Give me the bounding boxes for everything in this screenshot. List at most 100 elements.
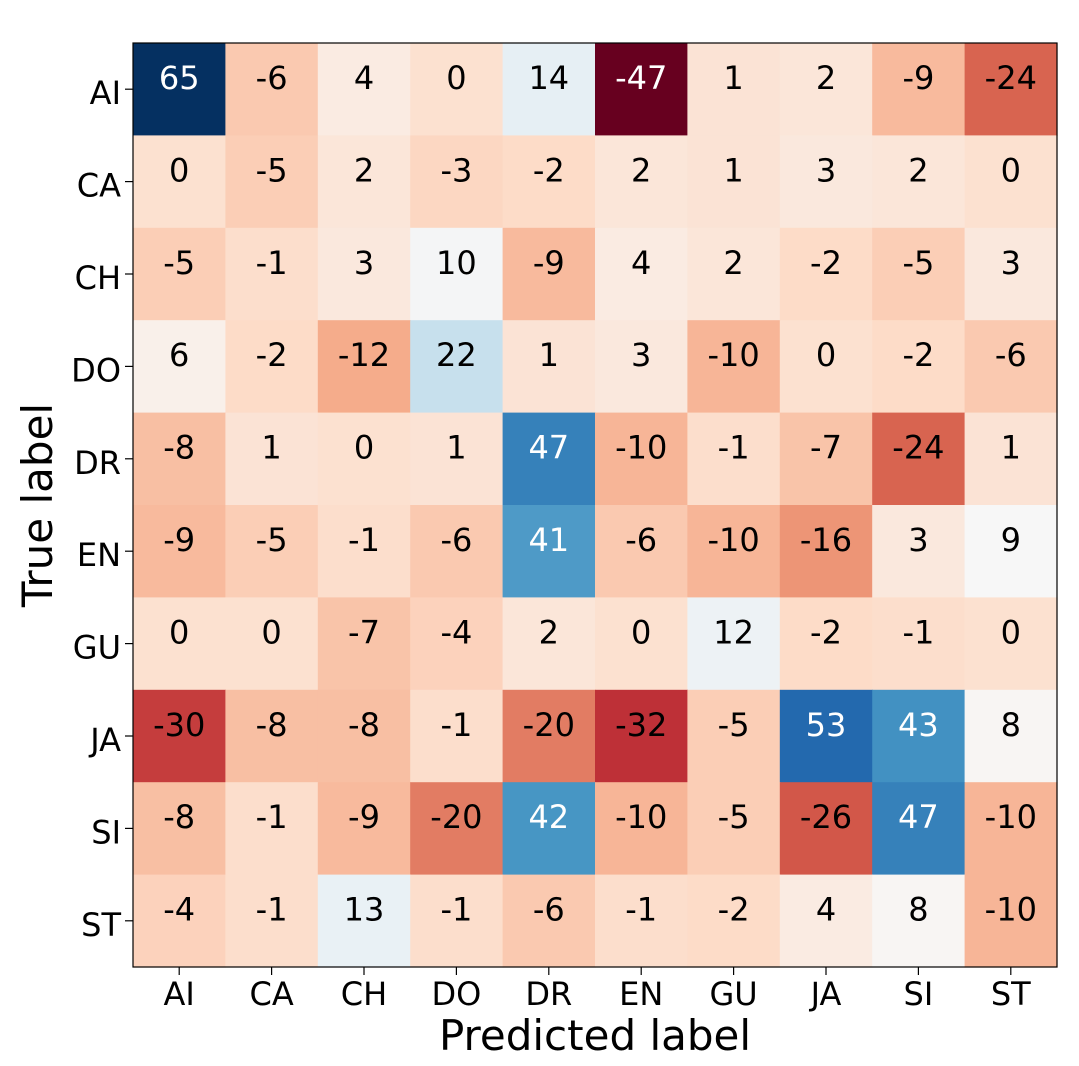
- cell-value-label: -5: [256, 521, 288, 559]
- cell-value-label: 14: [528, 59, 569, 97]
- heatmap-cell: [687, 689, 781, 783]
- heatmap-cell: [872, 135, 966, 229]
- cell-value-label: -24: [985, 59, 1037, 97]
- heatmap-cell: [964, 505, 1058, 598]
- cell-value-label: 2: [631, 151, 651, 189]
- cell-value-label: -8: [256, 706, 288, 744]
- heatmap-cell: [410, 597, 504, 691]
- cell-value-label: 3: [354, 244, 374, 282]
- heatmap-cell: [502, 227, 596, 321]
- heatmap-cell: [502, 689, 596, 783]
- y-tick-label: EN: [77, 536, 121, 574]
- x-tick-label: DO: [431, 975, 481, 1013]
- heatmap-cell: [964, 874, 1058, 968]
- cell-value-label: 0: [816, 336, 836, 374]
- heatmap-cell: [225, 43, 319, 136]
- cell-value-label: -6: [440, 521, 472, 559]
- heatmap-cell: [595, 43, 688, 136]
- heatmap-cell: [872, 597, 966, 691]
- cell-value-label: 2: [908, 151, 928, 189]
- heatmap-cell: [317, 782, 411, 876]
- heatmap-cell: [133, 874, 226, 968]
- heatmap-cell: [872, 505, 966, 598]
- heatmap-cell: [133, 782, 226, 876]
- heatmap-cell: [410, 689, 504, 783]
- heatmap-cell: [595, 597, 688, 691]
- heatmap-cell: [502, 43, 596, 136]
- cell-value-label: 1: [446, 429, 466, 467]
- cell-value-label: 3: [631, 336, 651, 374]
- cell-value-label: -4: [440, 613, 472, 651]
- x-axis-label: Predicted label: [439, 1011, 751, 1060]
- cell-value-label: 9: [1001, 521, 1021, 559]
- heatmap-cell: [964, 782, 1058, 876]
- x-tick-label: SI: [904, 975, 934, 1013]
- heatmap-cell: [410, 320, 504, 414]
- heatmap-cell: [779, 597, 873, 691]
- heatmap-cell: [872, 874, 966, 968]
- cell-value-label: 13: [344, 891, 385, 929]
- cell-value-label: 1: [723, 59, 743, 97]
- cell-value-label: -9: [902, 59, 934, 97]
- y-tick-label: ST: [81, 906, 121, 944]
- cell-value-label: 0: [631, 613, 651, 651]
- cell-value-label: 43: [898, 706, 939, 744]
- heatmap-cell: [502, 320, 596, 414]
- cell-value-label: 1: [539, 336, 559, 374]
- cell-value-label: 8: [908, 891, 928, 929]
- heatmap-cell: [502, 597, 596, 691]
- heatmap-cell: [872, 782, 966, 876]
- cell-value-label: -2: [810, 613, 842, 651]
- cell-value-label: 0: [169, 151, 189, 189]
- heatmap-cell: [317, 227, 411, 321]
- heatmap-cell: [317, 689, 411, 783]
- cell-value-label: -1: [256, 891, 288, 929]
- heatmap-cell: [317, 505, 411, 598]
- cell-value-label: 3: [1001, 244, 1021, 282]
- cell-value-label: -5: [902, 244, 934, 282]
- cell-value-label: -1: [440, 891, 472, 929]
- heatmap-cell: [410, 227, 504, 321]
- y-tick-label: CH: [75, 259, 121, 297]
- heatmap-cell: [779, 689, 873, 783]
- cell-value-label: -3: [440, 151, 472, 189]
- cell-value-label: 0: [446, 59, 466, 97]
- heatmap-cell: [410, 505, 504, 598]
- heatmap-cell: [133, 412, 226, 506]
- cell-value-label: -1: [625, 891, 657, 929]
- cell-value-label: -1: [440, 706, 472, 744]
- heatmap-cell: [964, 689, 1058, 783]
- heatmap-cell: [687, 505, 781, 598]
- heatmap-cell: [133, 227, 226, 321]
- x-tick-label: CH: [341, 975, 387, 1013]
- cell-value-label: 1: [261, 429, 281, 467]
- cell-value-label: -10: [985, 798, 1037, 836]
- heatmap-cell: [964, 135, 1058, 229]
- heatmap-cell: [964, 412, 1058, 506]
- plot-frame: [132, 42, 1058, 968]
- heatmap-cell: [595, 874, 688, 968]
- cell-value-label: 0: [169, 613, 189, 651]
- heatmap-cell: [133, 320, 226, 414]
- heatmap-cell: [595, 782, 688, 876]
- cell-value-label: -32: [615, 706, 667, 744]
- cell-value-label: -10: [707, 336, 759, 374]
- heatmap-cell: [872, 43, 966, 136]
- heatmap-cell: [687, 43, 781, 136]
- heatmap-cell: [687, 874, 781, 968]
- heatmap-cell: [779, 505, 873, 598]
- cell-value-label: 65: [159, 59, 200, 97]
- heatmap-cell: [502, 782, 596, 876]
- heatmap-cell: [595, 227, 688, 321]
- heatmap-cell: [410, 782, 504, 876]
- heatmap-cell: [317, 412, 411, 506]
- heatmap-cell: [687, 135, 781, 229]
- cell-value-label: 8: [1001, 706, 1021, 744]
- heatmap-cell: [133, 505, 226, 598]
- heatmap-cell: [595, 135, 688, 229]
- heatmap-cell: [595, 412, 688, 506]
- cell-value-label: 4: [631, 244, 651, 282]
- cell-value-label: 1: [1001, 429, 1021, 467]
- x-tick-label: EN: [619, 975, 663, 1013]
